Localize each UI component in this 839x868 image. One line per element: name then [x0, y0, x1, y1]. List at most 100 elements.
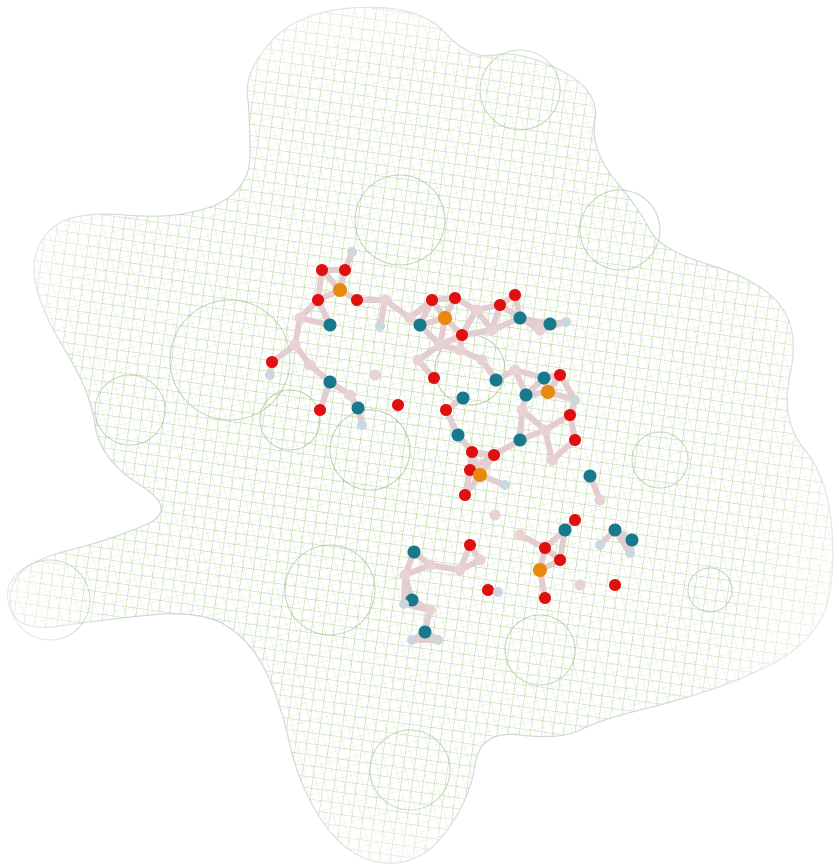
oxygen-atom — [569, 434, 581, 446]
phosphorus-atom — [473, 468, 487, 482]
carbon-atom — [514, 529, 526, 541]
hydrogen-atom — [625, 548, 635, 558]
nitrogen-atom — [323, 375, 337, 389]
oxygen-atom — [312, 294, 324, 306]
surface-bump — [259, 389, 321, 451]
carbon-atom — [412, 354, 424, 366]
nitrogen-atom — [456, 391, 470, 405]
carbon-atom — [470, 304, 482, 316]
oxygen-atom — [449, 292, 461, 304]
surface-bump — [504, 614, 576, 686]
hydrogen-atom — [570, 395, 580, 405]
nitrogen-atom — [625, 533, 639, 547]
oxygen-atom — [539, 592, 551, 604]
carbon-atom — [369, 369, 381, 381]
hydrogen-atom — [433, 635, 443, 645]
nitrogen-atom — [537, 371, 551, 385]
carbon-atom — [574, 579, 586, 591]
oxygen-atom — [609, 579, 621, 591]
nitrogen-atom — [608, 523, 622, 537]
carbon-atom — [424, 604, 436, 616]
surface-bump — [369, 729, 451, 811]
nitrogen-atom — [513, 433, 527, 447]
surface-bump — [284, 544, 376, 636]
carbon-atom — [486, 324, 498, 336]
oxygen-atom — [466, 446, 478, 458]
carbon-atom — [509, 364, 521, 376]
carbon-atom — [454, 564, 466, 576]
nitrogen-atom — [519, 388, 533, 402]
nitrogen-atom — [418, 625, 432, 639]
phosphorus-atom — [533, 563, 547, 577]
nitrogen-atom — [407, 545, 421, 559]
hydrogen-atom — [357, 420, 367, 430]
carbon-atom — [399, 569, 411, 581]
oxygen-atom — [464, 464, 476, 476]
carbon-atom — [294, 312, 306, 324]
carbon-atom — [539, 424, 551, 436]
nitrogen-atom — [558, 523, 572, 537]
oxygen-atom — [392, 399, 404, 411]
oxygen-atom — [440, 404, 452, 416]
oxygen-atom — [509, 289, 521, 301]
oxygen-atom — [314, 404, 326, 416]
hydrogen-atom — [399, 599, 409, 609]
carbon-atom — [304, 359, 316, 371]
phosphorus-atom — [541, 385, 555, 399]
oxygen-atom — [554, 554, 566, 566]
surface-bump — [9, 559, 91, 641]
phosphorus-atom — [333, 283, 347, 297]
hydrogen-atom — [493, 587, 503, 597]
oxygen-atom — [564, 409, 576, 421]
carbon-atom — [516, 404, 528, 416]
carbon-atom — [546, 454, 558, 466]
surface-bump — [354, 174, 446, 266]
oxygen-atom — [488, 449, 500, 461]
carbon-atom — [379, 294, 391, 306]
nitrogen-atom — [543, 317, 557, 331]
surface-bump — [479, 49, 561, 131]
carbon-atom — [344, 389, 356, 401]
nitrogen-atom — [351, 401, 365, 415]
carbon-atom — [404, 312, 416, 324]
hydrogen-atom — [500, 480, 510, 490]
oxygen-atom — [456, 329, 468, 341]
carbon-atom — [594, 494, 606, 506]
ligand-ball-and-stick[interactable] — [265, 247, 639, 645]
oxygen-atom — [339, 264, 351, 276]
oxygen-atom — [554, 369, 566, 381]
oxygen-atom — [494, 299, 506, 311]
nitrogen-atom — [583, 469, 597, 483]
surface-bump — [687, 567, 733, 613]
hydrogen-atom — [595, 540, 605, 550]
carbon-atom — [424, 559, 436, 571]
oxygen-atom — [351, 294, 363, 306]
hydrogen-atom — [375, 321, 385, 331]
oxygen-atom — [482, 584, 494, 596]
carbon-atom — [534, 324, 546, 336]
hydrogen-atom — [347, 247, 357, 257]
surface-bump — [169, 299, 291, 421]
oxygen-atom — [464, 539, 476, 551]
oxygen-atom — [569, 514, 581, 526]
carbon-atom — [474, 554, 486, 566]
surface-bump — [94, 374, 166, 446]
oxygen-atom — [316, 264, 328, 276]
oxygen-atom — [426, 294, 438, 306]
carbon-atom — [434, 339, 446, 351]
carbon-atom — [289, 339, 301, 351]
phosphorus-atom — [438, 311, 452, 325]
oxygen-atom — [459, 489, 471, 501]
nitrogen-atom — [451, 428, 465, 442]
nitrogen-atom — [513, 311, 527, 325]
carbon-atom — [476, 354, 488, 366]
oxygen-atom — [428, 372, 440, 384]
hydrogen-atom — [561, 317, 571, 327]
nitrogen-atom — [323, 318, 337, 332]
nitrogen-atom — [489, 373, 503, 387]
surface-bump — [329, 409, 411, 491]
nitrogen-atom — [413, 318, 427, 332]
hydrogen-atom — [265, 370, 275, 380]
